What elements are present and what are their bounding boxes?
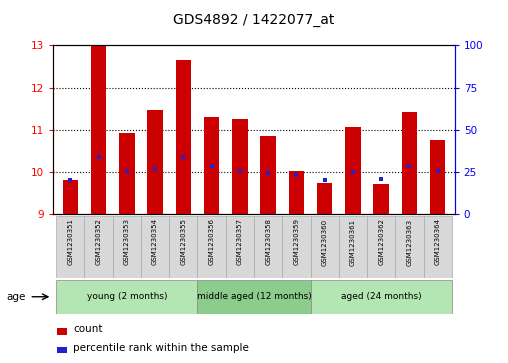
Text: young (2 months): young (2 months) bbox=[86, 292, 167, 301]
Text: GSM1230356: GSM1230356 bbox=[209, 219, 214, 265]
Text: GSM1230353: GSM1230353 bbox=[124, 219, 130, 265]
Bar bbox=[198, 216, 226, 278]
Bar bbox=[339, 216, 367, 278]
Bar bbox=[176, 60, 191, 214]
Bar bbox=[424, 216, 452, 278]
Bar bbox=[254, 216, 282, 278]
Bar bbox=[91, 45, 106, 214]
Text: GDS4892 / 1422077_at: GDS4892 / 1422077_at bbox=[173, 13, 335, 27]
Text: GSM1230361: GSM1230361 bbox=[350, 219, 356, 266]
Text: GSM1230363: GSM1230363 bbox=[406, 219, 412, 266]
Text: GSM1230362: GSM1230362 bbox=[378, 219, 384, 265]
Bar bbox=[198, 280, 310, 314]
Text: GSM1230355: GSM1230355 bbox=[180, 219, 186, 265]
Text: GSM1230357: GSM1230357 bbox=[237, 219, 243, 265]
Bar bbox=[310, 216, 339, 278]
Text: GSM1230360: GSM1230360 bbox=[322, 219, 328, 266]
Text: GSM1230359: GSM1230359 bbox=[294, 219, 299, 265]
Bar bbox=[204, 117, 219, 214]
Bar bbox=[57, 347, 68, 354]
Bar bbox=[289, 171, 304, 214]
Bar bbox=[395, 216, 424, 278]
Bar bbox=[147, 110, 163, 214]
Bar bbox=[84, 216, 113, 278]
Text: GSM1230364: GSM1230364 bbox=[435, 219, 441, 265]
Bar bbox=[169, 216, 198, 278]
Bar bbox=[373, 184, 389, 214]
Bar bbox=[141, 216, 169, 278]
Bar bbox=[402, 112, 417, 214]
Bar bbox=[430, 140, 446, 214]
Bar bbox=[232, 119, 247, 214]
Bar bbox=[345, 127, 361, 214]
Text: middle aged (12 months): middle aged (12 months) bbox=[197, 292, 311, 301]
Text: count: count bbox=[74, 324, 103, 334]
Bar bbox=[317, 183, 332, 214]
Bar bbox=[367, 216, 395, 278]
Bar bbox=[57, 328, 68, 335]
Bar bbox=[226, 216, 254, 278]
Bar bbox=[282, 216, 310, 278]
Bar bbox=[119, 133, 135, 214]
Text: GSM1230354: GSM1230354 bbox=[152, 219, 158, 265]
Text: age: age bbox=[6, 292, 25, 302]
Text: GSM1230358: GSM1230358 bbox=[265, 219, 271, 265]
Bar bbox=[310, 280, 452, 314]
Text: GSM1230352: GSM1230352 bbox=[96, 219, 102, 265]
Bar bbox=[56, 280, 198, 314]
Bar bbox=[56, 216, 84, 278]
Text: percentile rank within the sample: percentile rank within the sample bbox=[74, 343, 249, 353]
Bar bbox=[62, 180, 78, 214]
Text: GSM1230351: GSM1230351 bbox=[67, 219, 73, 265]
Bar bbox=[113, 216, 141, 278]
Text: aged (24 months): aged (24 months) bbox=[341, 292, 422, 301]
Bar bbox=[261, 136, 276, 214]
